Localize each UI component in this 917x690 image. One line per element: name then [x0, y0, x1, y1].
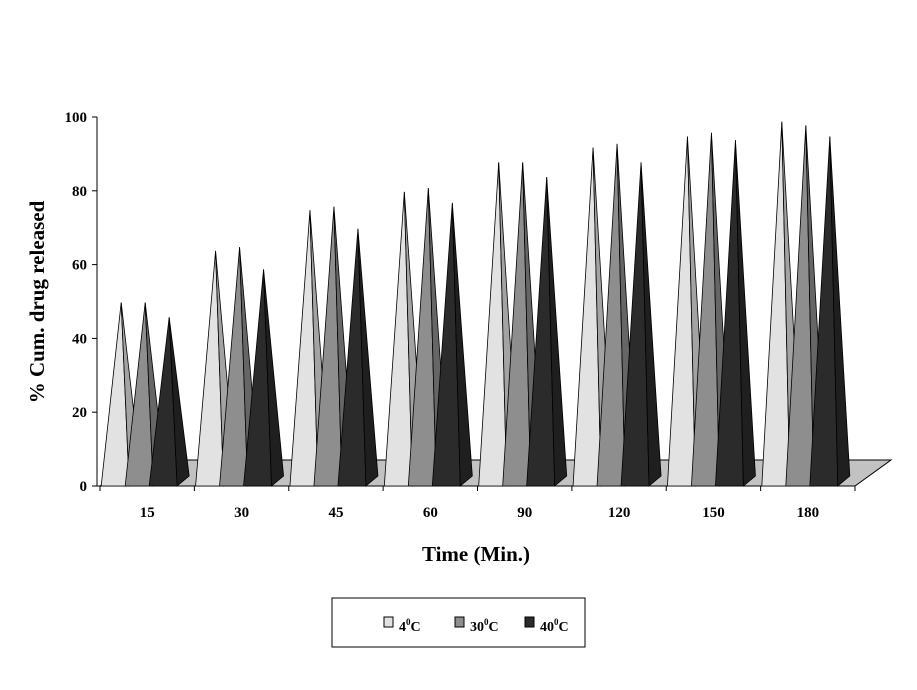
x-tick-label: 150 — [702, 505, 725, 521]
cone-side-face — [546, 177, 568, 487]
x-tick-label: 45 — [328, 505, 343, 521]
cone-side-face — [357, 228, 379, 487]
x-tick-label: 30 — [234, 505, 249, 521]
legend-swatch — [524, 616, 535, 628]
legend-swatch — [383, 616, 394, 628]
x-tick-label: 90 — [517, 505, 532, 521]
y-axis-title: % Cum. drug released — [25, 200, 49, 403]
cone-side-face — [451, 202, 473, 487]
y-tick-label: 40 — [72, 331, 87, 347]
legend-label: 400C — [540, 617, 569, 635]
cone-side-face — [263, 269, 284, 487]
y-tick-label: 0 — [80, 479, 88, 495]
y-tick-label: 20 — [72, 405, 87, 421]
cone-side-face — [640, 162, 662, 487]
legend-items: 40C 300C 400C — [383, 616, 569, 635]
x-tick-label: 15 — [140, 505, 155, 521]
cone-side-face — [168, 317, 190, 487]
y-tick-label: 60 — [72, 258, 87, 274]
legend: 40C 300C 400C — [331, 597, 586, 648]
legend-label: 300C — [470, 617, 499, 635]
tick-labels: 0 20 40 60 80 100 15 30 45 60 90 120 150 180 — [65, 110, 820, 521]
x-axis-title: Time (Min.) — [422, 542, 530, 566]
legend-swatch — [454, 616, 465, 628]
y-tick-label: 100 — [65, 110, 88, 126]
x-tick-label: 180 — [797, 505, 820, 521]
x-tick-label: 60 — [423, 505, 438, 521]
y-tick-label: 80 — [72, 184, 87, 200]
cones — [100, 121, 851, 487]
legend-label: 40C — [399, 617, 421, 635]
x-tick-label: 120 — [608, 505, 631, 521]
cone-side-face — [735, 140, 756, 487]
cone-side-face — [829, 136, 851, 487]
